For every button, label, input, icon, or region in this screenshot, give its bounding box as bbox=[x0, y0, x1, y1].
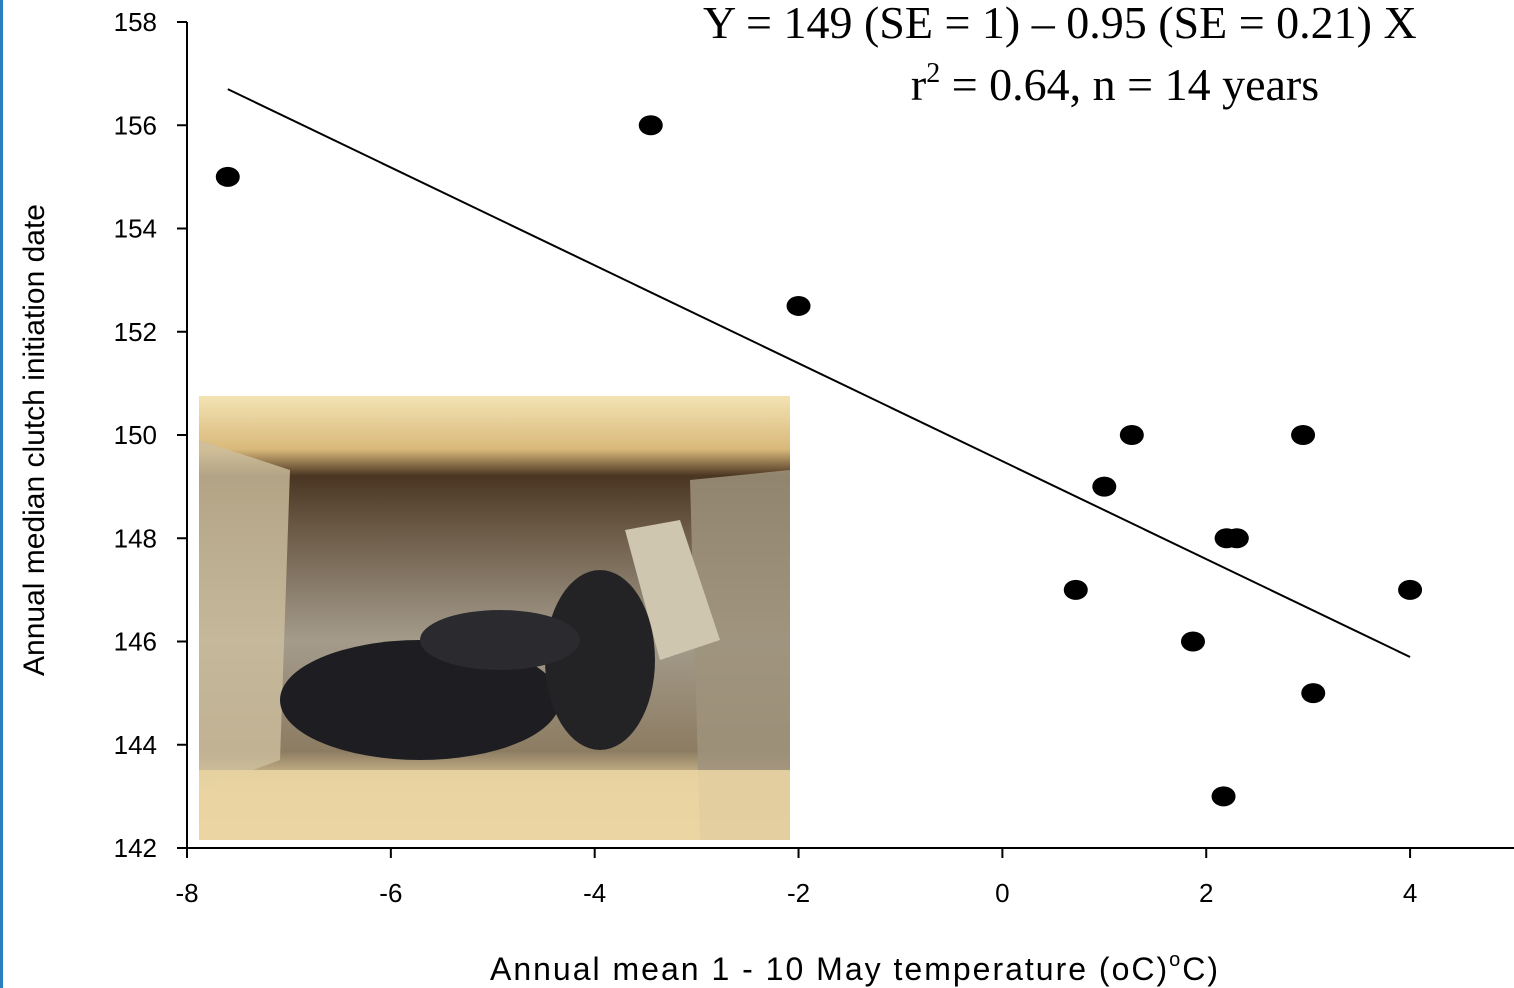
point bbox=[639, 115, 663, 135]
x-tick-label: -2 bbox=[787, 878, 810, 908]
left-border bbox=[0, 0, 3, 988]
page: {"chart_data": { "type": "scatter", "ann… bbox=[0, 0, 1514, 988]
point bbox=[1212, 786, 1236, 806]
x-tick-label: -4 bbox=[583, 878, 606, 908]
equation: Y = 149 (SE = 1) – 0.95 (SE = 0.21) X bbox=[703, 0, 1417, 48]
point bbox=[787, 296, 811, 316]
point bbox=[1181, 632, 1205, 652]
y-axis-label: Annual median clutch initiation date bbox=[18, 204, 51, 676]
inset-photo bbox=[199, 396, 790, 840]
point bbox=[1398, 580, 1422, 600]
x-tick-label: 2 bbox=[1199, 878, 1213, 908]
y-tick-label: 146 bbox=[114, 627, 157, 657]
x-tick-label: 4 bbox=[1403, 878, 1417, 908]
fit-stats: r2 = 0.64, n = 14 years bbox=[911, 58, 1319, 110]
fit-stats-r: r bbox=[911, 59, 926, 110]
x-axis-label: Annual mean 1 - 10 May temperature (oC)o… bbox=[490, 949, 1220, 987]
point bbox=[1291, 425, 1315, 445]
y-tick-label: 148 bbox=[114, 523, 157, 553]
y-tick-label: 150 bbox=[114, 420, 157, 450]
y-tick-label: 152 bbox=[114, 317, 157, 347]
y-tick-label: 142 bbox=[114, 833, 157, 863]
point bbox=[1225, 528, 1249, 548]
y-tick-label: 158 bbox=[114, 7, 157, 37]
y-tick-label: 144 bbox=[114, 730, 157, 760]
point bbox=[1064, 580, 1088, 600]
y-tick-label: 156 bbox=[114, 110, 157, 140]
x-axis-label-sup: o bbox=[1169, 949, 1182, 971]
y-tick-label: 154 bbox=[114, 214, 157, 244]
point bbox=[1120, 425, 1144, 445]
x-tick-label: -6 bbox=[379, 878, 402, 908]
chart: 142 144 146 148 150 152 154 156 158 -8 -6 -4 -2 0 2 4 Y… bbox=[0, 0, 1514, 988]
x-axis-label-end: C) bbox=[1182, 951, 1220, 987]
x-tick-label: 0 bbox=[995, 878, 1009, 908]
x-tick-label: -8 bbox=[175, 878, 198, 908]
fit-stats-sup: 2 bbox=[926, 58, 940, 89]
point bbox=[1092, 477, 1116, 497]
x-axis-label-main: Annual mean 1 - 10 May temperature (oC) bbox=[490, 951, 1169, 987]
fit-stats-rest: = 0.64, n = 14 years bbox=[940, 59, 1319, 110]
point bbox=[216, 167, 240, 187]
point bbox=[1301, 683, 1325, 703]
